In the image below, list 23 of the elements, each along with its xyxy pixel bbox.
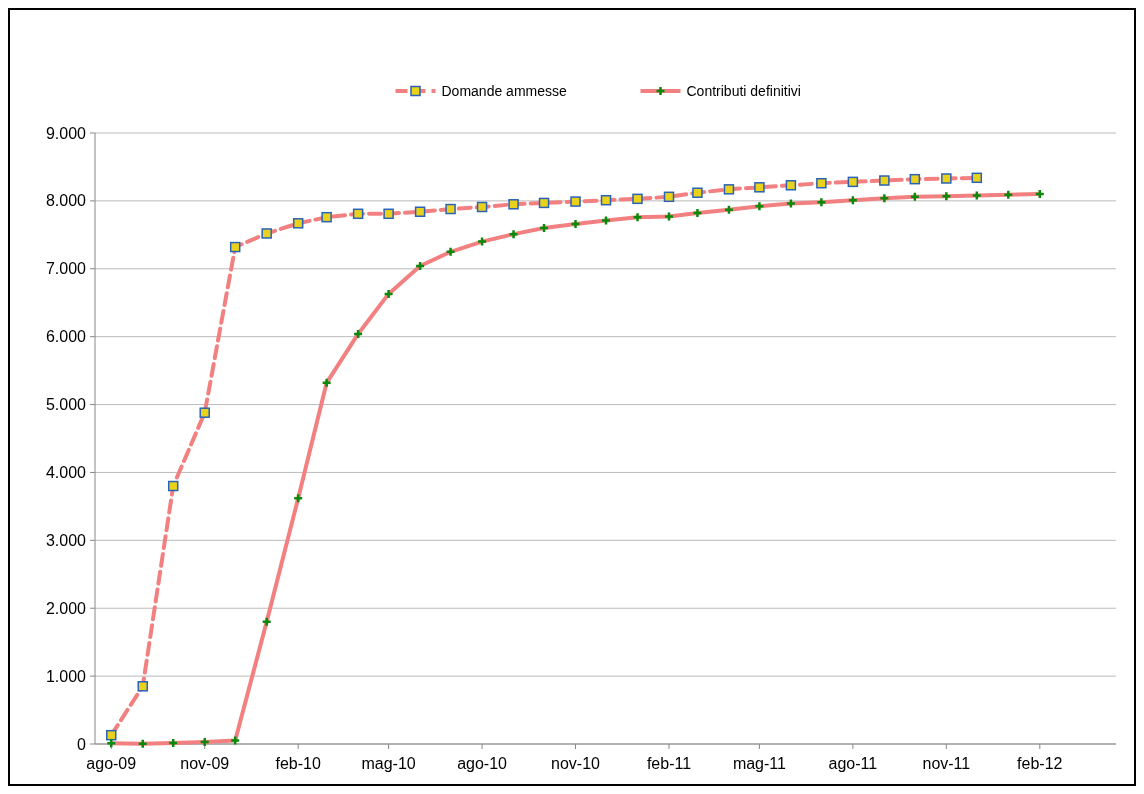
legend-label: Contributi definitivi	[686, 83, 801, 99]
y-tick-label: 3.000	[45, 531, 87, 549]
y-tick-label: 6.000	[45, 328, 87, 346]
x-tick-label: feb-12	[1017, 755, 1063, 772]
x-tick-label: nov-10	[551, 755, 601, 772]
y-tick-label: 0	[77, 735, 87, 753]
y-tick-label: 2.000	[45, 599, 87, 617]
x-tick-label: mag-11	[732, 755, 787, 772]
x-tick-label: nov-09	[180, 755, 230, 772]
y-tick-label: 9.000	[45, 124, 87, 142]
y-tick-label: 5.000	[45, 396, 87, 414]
x-tick-label: nov-11	[922, 755, 971, 772]
x-tick-label: feb-11	[646, 755, 692, 772]
x-tick-label: mag-10	[361, 755, 416, 772]
x-tick-label: ago-11	[828, 755, 878, 772]
x-tick-label: feb-10	[275, 755, 321, 772]
x-tick-label: ago-10	[457, 755, 508, 772]
y-tick-label: 4.000	[45, 464, 87, 482]
y-tick-label: 7.000	[45, 260, 87, 278]
legend-label: Domande ammesse	[441, 83, 567, 99]
y-tick-label: 1.000	[45, 667, 87, 685]
y-tick-label: 8.000	[45, 192, 87, 210]
x-tick-label: ago-09	[86, 755, 137, 772]
